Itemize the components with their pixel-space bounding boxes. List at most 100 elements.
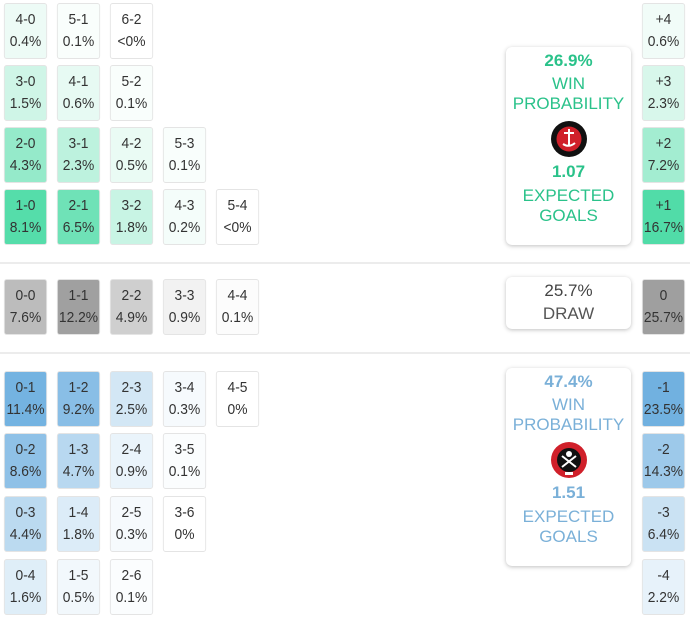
score-cell: 1-3 4.7% [56,433,101,489]
cell-label: -4 [657,567,670,584]
margin-cell: +3 2.3% [641,65,686,121]
cell-label: 3-2 [121,197,142,214]
cell-label: 2-0 [15,135,36,152]
cell-label: 0-4 [15,567,36,584]
cell-label: 1-0 [15,197,36,214]
cell-label: 4-2 [121,135,142,152]
score-cell: 0-3 4.4% [3,496,48,552]
away-xg-label-1: EXPECTED [522,507,615,526]
score-cell: 3-1 2.3% [56,127,101,183]
cell-label: 1-1 [68,287,89,304]
cell-probability: 4.3% [9,157,42,174]
cell-label: 0-2 [15,441,36,458]
margin-cell: +2 7.2% [641,127,686,183]
sheffield-united-crest-icon [550,441,588,479]
cell-label: 3-0 [15,73,36,90]
cell-probability: 0.6% [62,95,95,112]
cell-label: 3-1 [68,135,89,152]
home-prob-label: PROBABILITY [512,94,625,113]
cell-label: -1 [657,379,670,396]
cell-probability: 8.6% [9,463,42,480]
cell-probability: <0% [117,33,146,50]
away-xg-label-2: GOALS [539,527,598,546]
cell-label: 3-3 [174,287,195,304]
cell-probability: 1.5% [9,95,42,112]
score-cell: 2-3 2.5% [109,371,154,427]
cell-probability: 14.3% [643,463,684,480]
score-cell: 3-4 0.3% [162,371,207,427]
cell-label: +4 [655,11,672,28]
cell-label: 0 [659,287,668,304]
cell-label: 1-4 [68,504,89,521]
draw-pct: 25.7% [544,281,593,300]
score-cell: 5-1 0.1% [56,3,101,59]
cell-label: 0-1 [15,379,36,396]
home-xg: 1.07 [551,162,586,181]
cell-probability: 0.2% [168,219,201,236]
cell-probability: 11.4% [6,401,45,418]
cell-probability: 0.9% [168,309,201,326]
score-cell: 3-6 0% [162,496,207,552]
cell-probability: 4.9% [115,309,148,326]
draw-label: DRAW [542,304,595,323]
score-cell: 1-0 8.1% [3,189,48,245]
cell-label: 1-2 [68,379,89,396]
charlton-athletic-crest-icon [550,120,588,158]
cell-label: 2-5 [121,504,142,521]
cell-probability: 0.5% [62,589,95,606]
away-win-label: WIN [551,395,586,414]
cell-probability: 2.3% [647,95,680,112]
cell-label: 3-6 [174,504,195,521]
home-win-label: WIN [551,74,586,93]
cell-label: 3-4 [174,379,195,396]
cell-probability: 23.5% [643,401,684,418]
cell-probability: 0.1% [168,463,201,480]
cell-probability: 2.5% [115,401,148,418]
away-xg: 1.51 [551,483,586,502]
cell-label: 3-5 [174,441,195,458]
cell-label: 2-3 [121,379,142,396]
cell-probability: 1.8% [115,219,148,236]
away-prob-label: PROBABILITY [512,415,625,434]
score-cell: 3-3 0.9% [162,279,207,335]
score-cell: 1-2 9.2% [56,371,101,427]
home-team-card: 26.9% WIN PROBABILITY 1.07 EXPECTED GOAL… [506,47,631,245]
cell-label: 2-2 [121,287,142,304]
cell-probability: 1.6% [9,589,42,606]
cell-label: 0-0 [15,287,36,304]
cell-label: +2 [655,135,672,152]
score-cell: 4-3 0.2% [162,189,207,245]
away-win-pct: 47.4% [544,372,593,391]
cell-label: 5-4 [227,197,248,214]
cell-probability: 7.2% [647,157,680,174]
cell-probability: 12.2% [58,309,99,326]
cell-probability: 2.2% [647,589,680,606]
score-cell: 0-1 11.4% [3,371,48,427]
score-cell: 2-0 4.3% [3,127,48,183]
score-cell: 2-6 0.1% [109,559,154,615]
cell-label: 2-4 [121,441,142,458]
cell-label: 0-3 [15,504,36,521]
margin-cell: +4 0.6% [641,3,686,59]
score-cell: 4-0 0.4% [3,3,48,59]
home-win-pct: 26.9% [544,51,593,70]
cell-label: 5-3 [174,135,195,152]
cell-probability: 2.3% [62,157,95,174]
cell-probability: 7.6% [9,309,42,326]
cell-label: 1-5 [68,567,89,584]
cell-probability: 0.4% [9,33,42,50]
score-cell: 2-1 6.5% [56,189,101,245]
home-xg-label-1: EXPECTED [522,186,615,205]
cell-probability: 0.1% [221,309,254,326]
score-cell: 5-2 0.1% [109,65,154,121]
cell-label: 4-4 [227,287,248,304]
score-cell: 0-4 1.6% [3,559,48,615]
score-cell: 1-1 12.2% [56,279,101,335]
margin-cell: -4 2.2% [641,559,686,615]
cell-probability: 1.8% [62,526,95,543]
cell-label: -3 [657,504,670,521]
cell-probability: 9.2% [62,401,95,418]
cell-probability: 0% [174,526,195,543]
score-cell: 3-0 1.5% [3,65,48,121]
cell-probability: 4.4% [9,526,42,543]
